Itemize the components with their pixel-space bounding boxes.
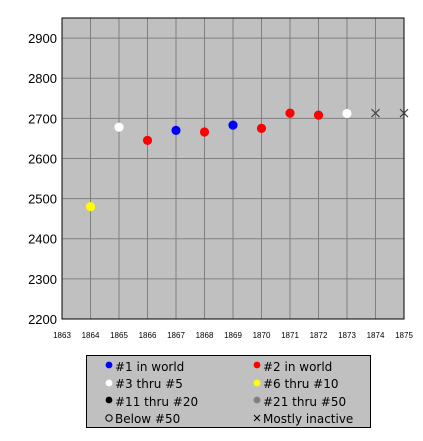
legend-marker-inactive (252, 413, 262, 426)
legend-glyph-mostly-inactive (253, 414, 261, 422)
legend-item-below-50: Below #50 (104, 411, 252, 429)
x-tick-label: 1868 (196, 331, 214, 340)
y-axis-ticks: 2200 2300 2400 2500 2600 2700 2800 2900 (28, 31, 57, 327)
data-point-1866 (142, 135, 153, 146)
x-tick-label: 1872 (310, 331, 328, 340)
x-tick-label: 1867 (167, 331, 185, 340)
data-point-1868 (199, 127, 210, 137)
legend-glyph-below-50 (105, 414, 113, 422)
y-tick-label: 2400 (28, 232, 57, 247)
legend-symbol-3-thru-5 (105, 379, 113, 387)
y-tick-label: 2500 (28, 192, 57, 207)
x-tick-label: 1866 (139, 331, 157, 340)
legend-item-6-10: #6 thru #10 (252, 376, 382, 394)
x-tick-label: 1875 (395, 331, 413, 340)
legend-item-3-5: #3 thru #5 (104, 376, 252, 394)
legend-glyph-21-thru-50 (253, 396, 261, 404)
legend-glyph-11-thru-20 (105, 396, 113, 404)
x-tick-label: 1869 (224, 331, 242, 340)
x-axis-ticks: 1863 1864 1865 1866 1867 1868 1869 1870 1871 1872… (53, 331, 413, 340)
y-tick-label: 2900 (28, 31, 57, 46)
legend-marker-2nd (252, 360, 262, 373)
data-point-1871 (285, 108, 295, 118)
legend-marker-below-50 (104, 413, 114, 426)
legend-symbol-21-thru-50 (253, 396, 261, 404)
legend-item-1st: #1 in world (104, 358, 252, 376)
data-point-1873 (342, 108, 352, 119)
x-tick-label: 1871 (281, 331, 299, 340)
data-point-1872 (313, 110, 324, 120)
legend-item-11-20: #11 thru #20 (104, 393, 252, 411)
legend-symbol-2-in-world (253, 361, 261, 369)
plot-border (61, 17, 405, 320)
data-point-1874 (371, 108, 380, 118)
data-point-1865 (114, 122, 124, 132)
legend-label-3-5: #3 thru #5 (115, 377, 183, 392)
legend-label-inactive: Mostly inactive (263, 412, 354, 427)
x-tick-label: 1874 (367, 331, 385, 340)
data-point-1869 (228, 120, 238, 130)
legend-marker-1st (104, 360, 114, 373)
x-tick-label: 1873 (338, 331, 356, 340)
legend-symbol-1-in-world (105, 361, 113, 369)
legend-marker-11-20 (104, 395, 114, 408)
legend-marker-21-50 (252, 395, 262, 408)
y-tick-label: 2300 (28, 272, 57, 287)
legend-marker-3-5 (104, 378, 114, 391)
x-tick-label: 1864 (82, 331, 100, 340)
legend-item-21-50: #21 thru #50 (252, 393, 382, 411)
legend-label-2nd: #2 in world (263, 359, 333, 374)
legend-symbol-mostly-inactive (253, 414, 261, 422)
legend-marker-6-10 (252, 378, 262, 391)
legend-glyph-3-thru-5 (105, 379, 113, 387)
legend-label-6-10: #6 thru #10 (263, 377, 339, 392)
x-tick-label: 1865 (110, 331, 128, 340)
y-tick-label: 2200 (28, 312, 57, 327)
legend-label-11-20: #11 thru #20 (115, 394, 199, 409)
data-point-1864 (85, 202, 96, 212)
legend-glyph-2-in-world (253, 361, 261, 369)
data-point-1875 (399, 108, 409, 118)
x-tick-label: 1870 (253, 331, 271, 340)
legend: #1 in world #2 in world #3 thru #5 #6 th… (86, 355, 371, 428)
legend-symbol-6-thru-10 (253, 379, 261, 387)
grid (61, 18, 405, 320)
legend-label-below-50: Below #50 (115, 412, 181, 427)
y-tick-label: 2600 (28, 151, 57, 166)
legend-symbol-below-50 (105, 414, 113, 422)
legend-glyph-6-thru-10 (253, 379, 261, 387)
y-tick-label: 2800 (28, 71, 57, 86)
y-tick-label: 2700 (28, 111, 57, 126)
legend-label-1st: #1 in world (115, 359, 185, 374)
legend-symbol-11-thru-20 (105, 396, 113, 404)
legend-glyph-1-in-world (105, 361, 113, 369)
data-point-1867 (171, 125, 181, 135)
legend-item-inactive: Mostly inactive (252, 411, 382, 429)
data-point-1870 (256, 123, 267, 133)
legend-label-21-50: #21 thru #50 (263, 394, 347, 409)
legend-item-2nd: #2 in world (252, 358, 382, 376)
data-points (85, 108, 409, 212)
x-tick-label: 1863 (53, 331, 71, 340)
